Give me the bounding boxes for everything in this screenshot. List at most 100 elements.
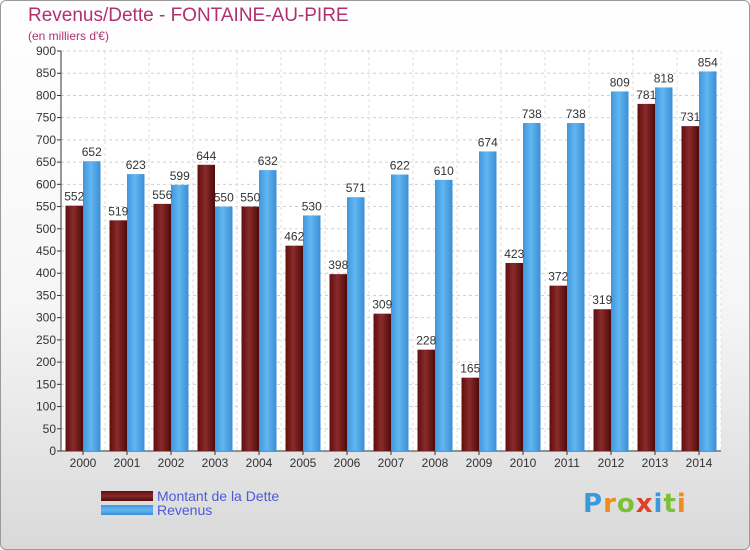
bar-revenus <box>567 123 585 451</box>
data-label-revenus: 623 <box>126 158 146 172</box>
bar-revenus <box>435 179 453 451</box>
bar-revenus <box>259 170 277 451</box>
data-label-revenus: 622 <box>390 159 410 173</box>
x-tick-label: 2014 <box>686 456 713 470</box>
x-tick-label: 2007 <box>378 456 405 470</box>
y-tick-label: 700 <box>36 133 56 147</box>
y-tick-label: 750 <box>36 111 56 125</box>
x-tick-label: 2013 <box>642 456 669 470</box>
y-tick-label: 50 <box>43 422 57 436</box>
bar-debt <box>637 103 655 451</box>
data-label-debt: 556 <box>152 188 172 202</box>
data-label-debt: 228 <box>416 334 436 348</box>
bar-debt <box>461 377 479 451</box>
data-label-revenus: 599 <box>170 169 190 183</box>
data-label-revenus: 738 <box>522 107 542 121</box>
legend-swatch-debt <box>101 491 153 501</box>
bar-debt <box>241 206 259 451</box>
y-tick-label: 150 <box>36 377 56 391</box>
y-tick-label: 450 <box>36 244 56 258</box>
bar-revenus <box>303 215 321 451</box>
y-tick-label: 850 <box>36 66 56 80</box>
bar-revenus <box>479 151 497 451</box>
data-label-debt: 731 <box>680 110 700 124</box>
y-tick-label: 250 <box>36 333 56 347</box>
bar-revenus <box>127 174 145 451</box>
data-label-revenus: 652 <box>82 145 102 159</box>
bar-debt <box>109 220 127 451</box>
proxiti-logo: Proxiti <box>583 489 687 519</box>
data-label-debt: 319 <box>592 293 612 307</box>
bar-debt <box>65 205 83 451</box>
bar-revenus <box>611 91 629 451</box>
bar-revenus <box>655 87 673 451</box>
data-label-debt: 550 <box>240 191 260 205</box>
bar-debt <box>197 164 215 451</box>
bar-debt <box>417 349 435 451</box>
data-label-revenus: 610 <box>434 164 454 178</box>
data-label-revenus: 571 <box>346 181 366 195</box>
y-tick-label: 900 <box>36 44 56 58</box>
data-label-debt: 372 <box>548 270 568 284</box>
x-tick-label: 2006 <box>334 456 361 470</box>
y-tick-label: 350 <box>36 288 56 302</box>
bar-debt <box>329 274 347 451</box>
data-label-debt: 165 <box>460 362 480 376</box>
y-tick-label: 550 <box>36 200 56 214</box>
y-tick-label: 300 <box>36 311 56 325</box>
bar-debt <box>593 309 611 451</box>
y-tick-label: 0 <box>49 444 56 458</box>
x-tick-label: 2000 <box>70 456 97 470</box>
bar-layer <box>65 71 717 452</box>
data-label-debt: 309 <box>372 298 392 312</box>
legend-item-debt: Montant de la Dette <box>101 488 279 504</box>
data-label-debt: 398 <box>328 258 348 272</box>
data-label-debt: 552 <box>64 190 84 204</box>
x-tick-label: 2009 <box>466 456 493 470</box>
x-tick-label: 2005 <box>290 456 317 470</box>
logo-letter: i <box>676 489 687 519</box>
bar-revenus <box>171 184 189 451</box>
y-tick-label: 650 <box>36 155 56 169</box>
data-label-debt: 644 <box>196 149 216 163</box>
data-label-revenus: 674 <box>478 135 498 149</box>
axis-layer: 0 50 100 150 200 250 300 350 400 450 500 550 600 650 7… <box>36 44 721 470</box>
chart-title: Revenus/Dette - FONTAINE-AU-PIRE <box>28 5 349 26</box>
data-label-debt: 519 <box>108 204 128 218</box>
data-label-debt: 462 <box>284 230 304 244</box>
bar-revenus <box>391 174 409 452</box>
legend-label-debt: Montant de la Dette <box>157 488 280 504</box>
x-tick-label: 2002 <box>158 456 185 470</box>
bar-debt <box>505 263 523 451</box>
data-label-revenus: 632 <box>258 154 278 168</box>
bar-debt <box>285 245 303 451</box>
bar-debt <box>373 313 391 451</box>
y-tick-label: 400 <box>36 266 56 280</box>
x-tick-label: 2001 <box>114 456 141 470</box>
data-label-revenus: 854 <box>698 55 718 69</box>
data-label-revenus: 818 <box>654 71 674 85</box>
legend-swatch-revenus <box>101 505 153 515</box>
data-label-revenus: 738 <box>566 107 586 121</box>
logo-letter: t <box>663 489 677 519</box>
data-label-revenus: 530 <box>302 199 322 213</box>
legend-item-revenus: Revenus <box>101 502 212 518</box>
bar-debt <box>549 285 567 451</box>
x-tick-label: 2010 <box>510 456 537 470</box>
data-label-debt: 423 <box>504 247 524 261</box>
data-label-revenus: 550 <box>214 191 234 205</box>
bar-revenus <box>347 197 365 451</box>
bar-revenus <box>215 206 233 451</box>
logo-letter: i <box>653 489 664 519</box>
x-tick-label: 2003 <box>202 456 229 470</box>
y-tick-label: 500 <box>36 222 56 236</box>
y-tick-label: 600 <box>36 177 56 191</box>
chart-subtitle: (en milliers d'€) <box>28 29 109 43</box>
bar-debt <box>153 203 171 451</box>
y-tick-label: 800 <box>36 88 56 102</box>
logo-letter: r <box>603 489 617 519</box>
y-tick-label: 100 <box>36 400 56 414</box>
bar-revenus <box>523 123 541 451</box>
